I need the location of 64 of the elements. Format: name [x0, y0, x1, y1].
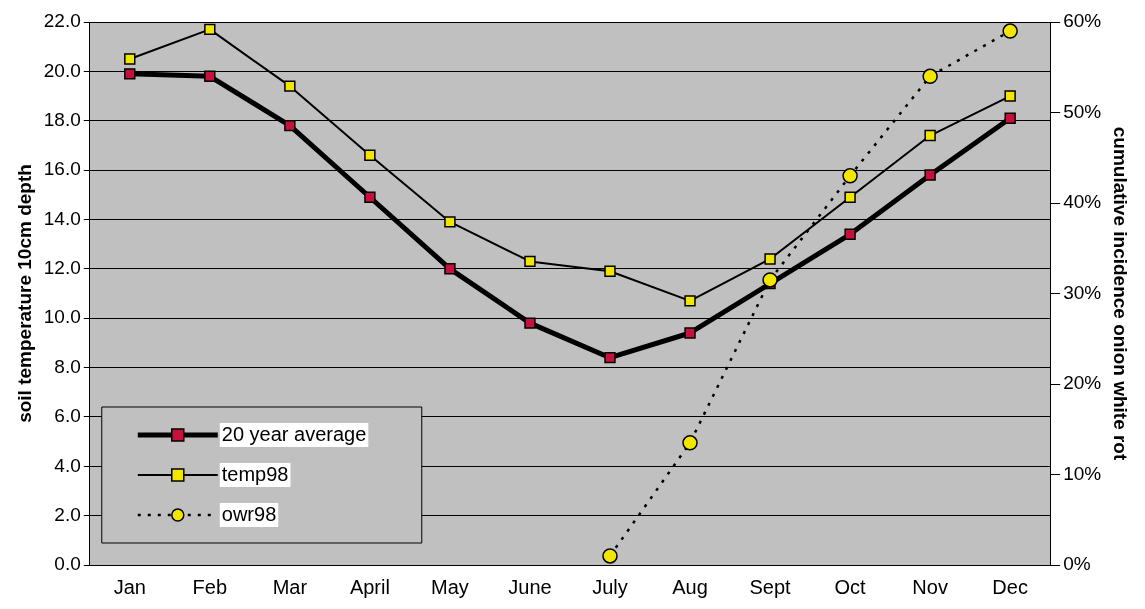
x-tick-label: Oct [834, 575, 867, 598]
x-tick-label: Aug [672, 575, 708, 598]
point [284, 80, 296, 92]
x-tick-label: Mar [272, 575, 308, 598]
point [762, 272, 778, 288]
y2-tick-label: 20% [1063, 372, 1102, 394]
x-tick-label: Dec [992, 575, 1028, 598]
point [524, 317, 536, 329]
y-tick-label: 22.0 [43, 10, 81, 32]
y-tick-label: 2.0 [54, 503, 81, 525]
point [684, 295, 696, 307]
point [524, 255, 536, 268]
point [924, 169, 936, 181]
x-tick-label: Sept [749, 575, 792, 598]
point [204, 23, 216, 36]
y-tick-label: 4.0 [54, 454, 81, 476]
legend-label: temp98 [221, 462, 289, 485]
point [364, 149, 376, 161]
point [924, 129, 936, 142]
legend-label: 20 year average [221, 422, 367, 445]
point [364, 191, 376, 203]
point [684, 327, 696, 339]
x-tick-label: June [508, 575, 552, 598]
legend-label: owr98 [221, 502, 277, 525]
y2-tick-label: 40% [1063, 191, 1102, 213]
point [682, 435, 698, 451]
y-tick-label: 6.0 [54, 405, 81, 427]
y-tick-label: 14.0 [43, 207, 81, 229]
point [842, 168, 858, 184]
point [844, 228, 856, 240]
x-tick-label: April [349, 575, 390, 598]
x-tick-label: July [592, 575, 628, 598]
y2-tick-label: 30% [1063, 281, 1102, 303]
y-tick-label: 10.0 [43, 306, 81, 328]
y-axis-title: soil temperature 10cm depth [13, 164, 35, 423]
y2-tick-label: 0% [1063, 553, 1091, 575]
point [444, 216, 456, 228]
y-tick-label: 8.0 [54, 355, 81, 377]
point [124, 68, 136, 80]
x-tick-label: May [431, 575, 469, 598]
x-tick-label: Jan [113, 575, 146, 598]
y2-tick-label: 10% [1063, 462, 1102, 484]
point [604, 351, 616, 364]
point [922, 68, 938, 85]
point [124, 53, 136, 65]
y-tick-label: 16.0 [43, 158, 81, 180]
y2-tick-label: 60% [1063, 10, 1102, 32]
point [1004, 90, 1016, 102]
x-tick-label: Feb [192, 575, 228, 598]
point [1002, 23, 1018, 39]
y-tick-label: 0.0 [54, 553, 81, 575]
point [204, 70, 216, 82]
y-tick-label: 12.0 [43, 257, 81, 279]
y2-axis-title: cumulative incidence onion white rot [1110, 126, 1132, 461]
point [764, 253, 776, 265]
point [444, 263, 456, 275]
point [844, 191, 856, 203]
y-tick-label: 18.0 [43, 108, 81, 130]
x-tick-label: Nov [912, 575, 948, 598]
point [602, 548, 618, 564]
y2-tick-label: 50% [1063, 100, 1102, 122]
point [604, 265, 616, 277]
point [1004, 112, 1016, 124]
y-tick-label: 20.0 [43, 59, 81, 81]
